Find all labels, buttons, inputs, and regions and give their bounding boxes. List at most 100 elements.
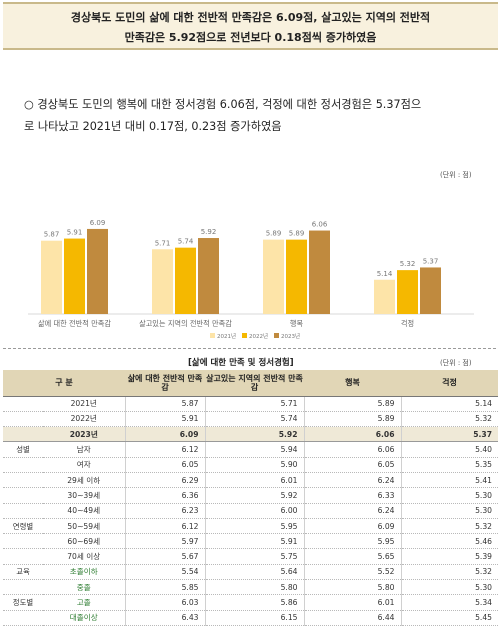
bar-0-0	[41, 240, 62, 314]
table-cell: 5.32	[400, 564, 498, 581]
row-label: 2021년	[43, 396, 125, 412]
category-label: 삶에 대한 전반적 만족감	[38, 319, 111, 328]
legend-swatch	[210, 333, 215, 338]
table-cell: 6.09	[124, 426, 205, 443]
table-row: 29세 이하 6.29 6.01 6.24 5.41	[3, 472, 498, 489]
table-cell: 5.87	[124, 396, 205, 412]
bar-value-label: 6.09	[90, 219, 106, 227]
table-cell: 5.89	[303, 396, 401, 412]
row-group-label	[3, 426, 43, 443]
table-cell: 5.39	[400, 548, 498, 565]
table-cell: 5.91	[204, 533, 304, 550]
row-group-label	[3, 579, 43, 596]
table-cell: 5.32	[400, 518, 498, 535]
row-label: 고졸	[43, 594, 125, 611]
table-cell: 6.03	[124, 594, 205, 611]
table-row: 교육 초졸이하 5.54 5.64 5.52 5.32	[3, 564, 498, 581]
table-cell: 5.34	[400, 594, 498, 611]
row-group-label	[3, 411, 43, 428]
row-group-label: 연령별	[3, 518, 43, 535]
table-cell: 5.95	[204, 518, 304, 535]
row-label: 남자	[43, 441, 125, 458]
table-body: 2021년 5.87 5.71 5.89 5.14 2022년 5.91 5.74 5.89 5.…	[3, 396, 498, 626]
table-row: 여자 6.05 5.90 6.05 5.35	[3, 457, 498, 473]
bar-1-2	[198, 238, 219, 314]
row-group-label: 정도별	[3, 594, 43, 611]
table-row: 2021년 5.87 5.71 5.89 5.14	[3, 396, 498, 412]
table-cell: 5.67	[124, 548, 205, 565]
table-row: 2023년 6.09 5.92 6.06 5.37	[3, 426, 498, 443]
table-cell: 6.01	[303, 594, 401, 611]
table-cell: 6.00	[204, 503, 304, 519]
table-cell: 5.74	[204, 411, 304, 428]
table-cell: 6.12	[124, 441, 205, 458]
row-group-label	[3, 503, 43, 519]
summary-bullet: ○ 경상북도 도민의 행복에 대한 정서경험 6.06점, 걱정에 대한 정서경…	[24, 94, 486, 138]
table-row: 70세 이상 5.67 5.75 5.65 5.39	[3, 548, 498, 565]
row-group-label	[3, 548, 43, 565]
row-group-label	[3, 457, 43, 473]
bar-value-label: 5.87	[44, 231, 60, 239]
table-cell: 5.95	[303, 533, 401, 550]
table-cell: 5.90	[204, 457, 304, 473]
table-cell: 6.01	[204, 472, 304, 489]
row-group-label	[3, 487, 43, 504]
table-cell: 5.91	[124, 411, 205, 428]
table-header-row: 구 분 삶에 대한 전반적 만족감 살고있는 지역의 전반적 만족감 행복 걱정	[3, 370, 498, 397]
bar-3-2	[420, 267, 441, 314]
table-cell: 6.09	[303, 518, 401, 535]
legend-swatch	[274, 333, 279, 338]
satisfaction-table: 구 분 삶에 대한 전반적 만족감 살고있는 지역의 전반적 만족감 행복 걱정…	[3, 370, 498, 626]
table-cell: 6.15	[204, 610, 304, 626]
bar-value-label: 5.37	[423, 257, 439, 265]
table-cell: 5.45	[400, 610, 498, 626]
table-title: [삶에 대한 만족 및 정서경험]	[188, 358, 294, 368]
bar-value-label: 5.91	[67, 229, 83, 237]
table-cell: 6.12	[124, 518, 205, 535]
headline-line-1: 경상북도 도민의 삶에 대한 전반적 만족감은 6.09점, 살고있는 지역의 …	[70, 11, 431, 24]
bar-2-0	[263, 239, 284, 314]
table-cell: 6.43	[124, 610, 205, 626]
table-cell: 5.92	[204, 426, 304, 443]
table-cell: 5.30	[400, 579, 498, 596]
category-label: 살고있는 지역의 전반적 만족감	[139, 319, 232, 328]
bar-chart-svg: 5.87 5.91 6.09 삶에 대한 전반적 만족감 5.71 5.74 5.92 살고있…	[28, 219, 474, 340]
legend-label: 2022년	[249, 332, 268, 340]
bar-3-1	[397, 270, 418, 314]
table-row: 30~39세 6.36 5.92 6.33 5.30	[3, 487, 498, 504]
table-row: 중졸 5.85 5.80 5.80 5.30	[3, 579, 498, 596]
table-cell: 6.44	[303, 610, 401, 626]
header-worry: 걱정	[401, 370, 498, 397]
table-cell: 6.24	[303, 503, 401, 519]
table-row: 연령별 50~59세 6.12 5.95 6.09 5.32	[3, 518, 498, 535]
bar-chart: 5.87 5.91 6.09 삶에 대한 전반적 만족감 5.71 5.74 5.92 살고있…	[28, 182, 474, 342]
table-cell: 5.80	[303, 579, 401, 596]
row-label: 70세 이상	[43, 548, 125, 565]
table-cell: 5.41	[400, 472, 498, 489]
category-label: 걱정	[401, 319, 414, 328]
table-cell: 5.64	[204, 564, 304, 581]
table-cell: 6.05	[124, 457, 205, 473]
row-label: 중졸	[43, 579, 125, 596]
bar-value-label: 5.89	[266, 230, 282, 238]
table-row: 2022년 5.91 5.74 5.89 5.32	[3, 411, 498, 428]
row-label: 2022년	[43, 411, 125, 428]
summary-line-1: ○ 경상북도 도민의 행복에 대한 정서경험 6.06점, 걱정에 대한 정서경…	[24, 98, 422, 111]
table-cell: 5.14	[400, 396, 498, 412]
bar-value-label: 5.32	[400, 260, 416, 268]
bar-0-1	[64, 238, 85, 314]
row-label: 60~69세	[43, 533, 125, 550]
table-cell: 6.36	[124, 487, 205, 504]
table-cell: 5.32	[400, 411, 498, 428]
chart-unit-label: (단위 : 점)	[440, 171, 472, 179]
table-cell: 5.40	[400, 441, 498, 458]
header-life-satisfaction: 삶에 대한 전반적 만족감	[125, 370, 205, 397]
table-cell: 5.92	[204, 487, 304, 504]
table-row: 60~69세 5.97 5.91 5.95 5.46	[3, 533, 498, 550]
table-cell: 5.94	[204, 441, 304, 458]
row-label: 여자	[43, 457, 125, 473]
header-category: 구 분	[3, 370, 125, 397]
bar-1-1	[175, 247, 196, 314]
legend-label: 2023년	[281, 332, 300, 340]
bar-value-label: 5.14	[377, 270, 393, 278]
